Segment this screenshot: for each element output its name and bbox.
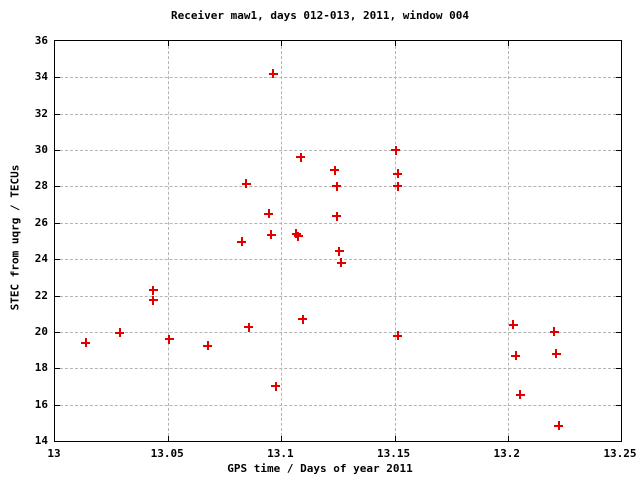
gridline-horizontal <box>55 331 621 333</box>
y-tick-mark <box>616 150 621 152</box>
gridline-vertical <box>394 41 396 441</box>
x-tick-label: 13 <box>47 447 61 460</box>
x-axis-label: GPS time / Days of year 2011 <box>227 462 413 475</box>
x-tick-label: 13.05 <box>150 447 184 460</box>
y-tick-mark <box>55 113 60 115</box>
data-point-marker <box>511 351 521 361</box>
data-point-marker <box>148 295 158 305</box>
y-tick-mark <box>616 186 621 188</box>
y-tick-mark <box>616 77 621 79</box>
y-tick-label: 30 <box>34 143 48 157</box>
data-point-marker <box>298 314 308 324</box>
y-tick-label: 22 <box>34 288 48 302</box>
gridline-vertical <box>507 41 509 441</box>
y-tick-mark <box>55 404 60 406</box>
data-point-marker <box>515 390 525 400</box>
data-point-marker <box>554 421 564 431</box>
y-tick-label: 24 <box>34 252 48 266</box>
chart-title: Receiver maw1, days 012-013, 2011, windo… <box>170 9 469 22</box>
y-tick-mark <box>55 295 60 297</box>
y-tick-label: 34 <box>34 70 48 84</box>
data-point-marker <box>293 231 303 241</box>
gridline-horizontal <box>55 259 621 261</box>
gridline-horizontal <box>55 150 621 152</box>
data-point-marker <box>291 229 301 239</box>
gridline-horizontal <box>55 186 621 188</box>
y-tick-label: 36 <box>34 34 48 47</box>
x-tick-label: 13.1 <box>267 447 294 460</box>
gridline-vertical <box>281 41 283 441</box>
data-point-marker <box>148 285 158 295</box>
data-point-marker <box>237 237 247 247</box>
x-tick-label: 13.15 <box>377 447 411 460</box>
data-point-marker <box>203 341 213 351</box>
y-tick-mark <box>55 368 60 370</box>
data-point-marker <box>264 209 274 219</box>
y-tick-mark <box>616 295 621 297</box>
data-point-marker <box>332 211 342 221</box>
data-point-marker <box>334 246 344 256</box>
y-tick-mark <box>616 222 621 224</box>
data-point-marker <box>266 230 276 240</box>
y-axis-label: STEC from uqrg / TECUs <box>8 164 22 311</box>
x-tick-mark <box>168 436 170 441</box>
y-tick-label: 28 <box>34 179 48 193</box>
y-tick-mark <box>616 404 621 406</box>
gridline-horizontal <box>55 113 621 115</box>
gridline-vertical <box>168 41 170 441</box>
y-tick-mark <box>616 259 621 261</box>
x-tick-mark <box>281 41 283 46</box>
data-point-marker <box>81 338 91 348</box>
plot-area <box>54 40 622 442</box>
gridline-horizontal <box>55 295 621 297</box>
y-tick-mark <box>55 259 60 261</box>
x-tick-label: 13.2 <box>493 447 521 460</box>
data-point-marker <box>164 334 174 344</box>
y-tick-label: 14 <box>34 434 48 447</box>
y-tick-mark <box>616 331 621 333</box>
y-tick-mark <box>55 186 60 188</box>
data-point-marker <box>330 165 340 175</box>
y-tick-mark <box>55 222 60 224</box>
data-point-marker <box>244 322 254 332</box>
data-point-marker <box>271 381 281 391</box>
x-tick-mark <box>281 436 283 441</box>
y-tick-mark <box>55 77 60 79</box>
y-tick-label: 26 <box>34 215 48 229</box>
gridline-horizontal <box>55 368 621 370</box>
x-tick-mark <box>168 41 170 46</box>
data-point-marker <box>296 152 306 162</box>
data-point-marker <box>551 349 561 359</box>
gridline-horizontal <box>55 222 621 224</box>
y-tick-mark <box>616 368 621 370</box>
x-tick-mark <box>507 436 509 441</box>
y-tick-mark <box>55 150 60 152</box>
y-tick-label: 16 <box>34 397 48 411</box>
y-tick-label: 18 <box>34 361 48 375</box>
y-tick-label: 32 <box>34 106 48 120</box>
data-point-marker <box>508 320 518 330</box>
y-tick-mark <box>55 331 60 333</box>
x-tick-mark <box>394 41 396 46</box>
y-tick-label: 20 <box>34 324 48 338</box>
gridline-horizontal <box>55 77 621 79</box>
x-tick-mark <box>507 41 509 46</box>
y-tick-mark <box>616 113 621 115</box>
gridline-horizontal <box>55 404 621 406</box>
x-tick-label: 13.25 <box>603 447 637 460</box>
x-tick-mark <box>394 436 396 441</box>
